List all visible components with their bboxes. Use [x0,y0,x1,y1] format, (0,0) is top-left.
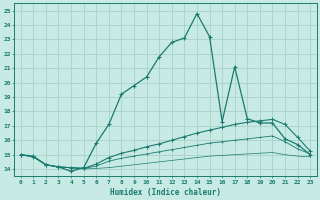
X-axis label: Humidex (Indice chaleur): Humidex (Indice chaleur) [110,188,221,197]
